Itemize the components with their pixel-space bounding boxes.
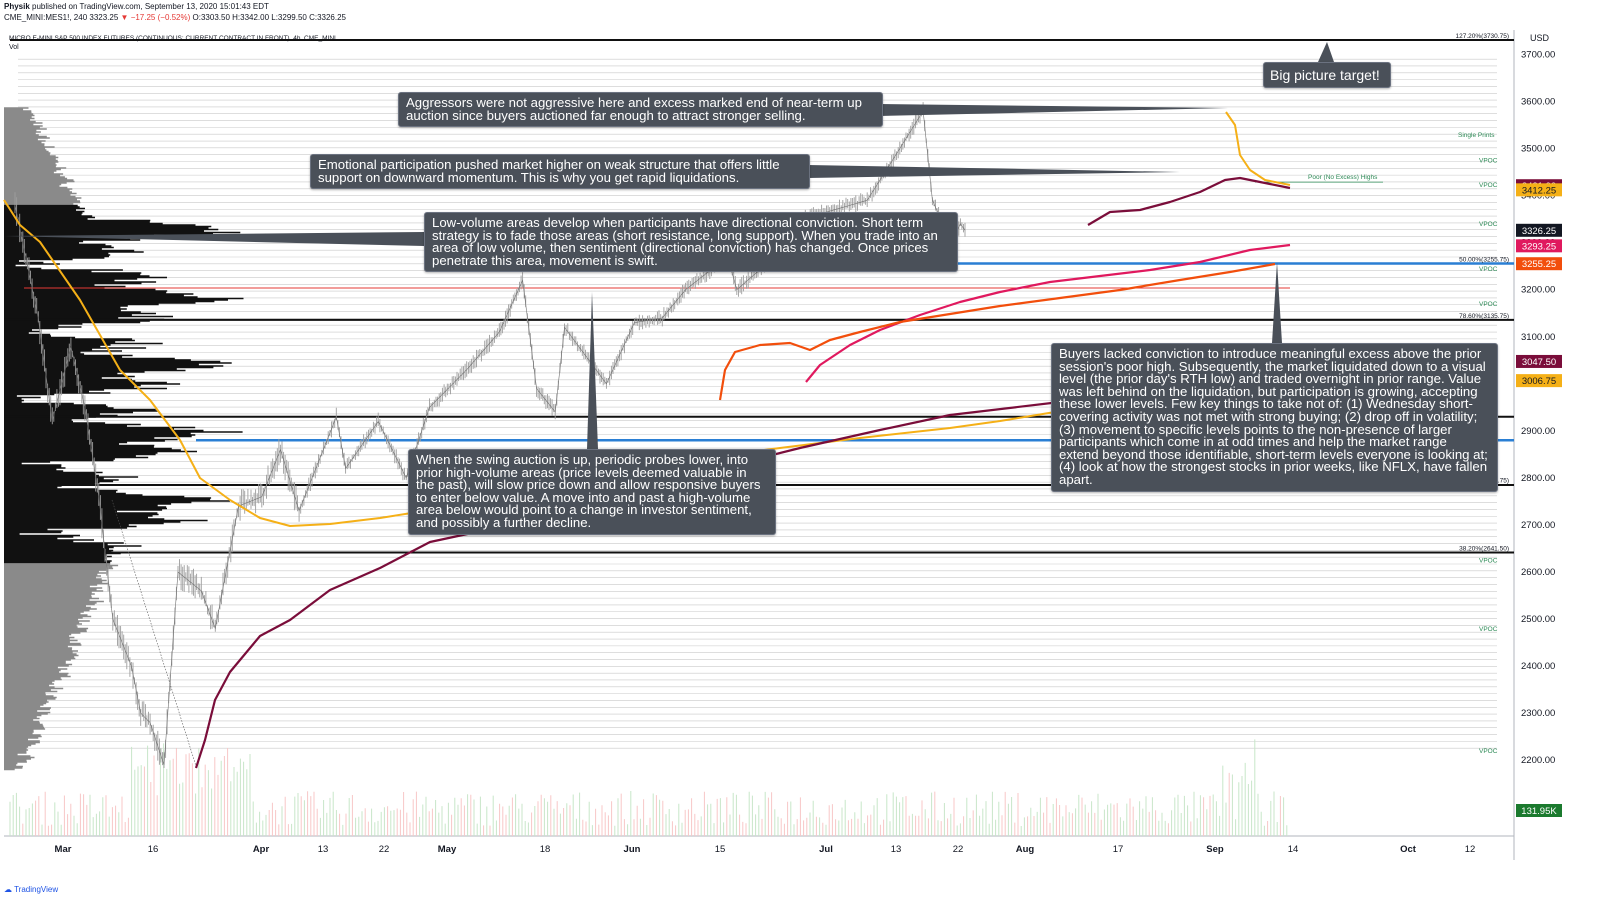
x-tick-label: 12 bbox=[1465, 844, 1476, 855]
y-tick-label: 2600.00 bbox=[1521, 567, 1555, 578]
y-tick-label: 2500.00 bbox=[1521, 614, 1555, 625]
published-info: published on TradingView.com, September … bbox=[32, 2, 269, 11]
fib-level-label: 38.20%(2641.50) bbox=[1459, 545, 1509, 552]
level-annotation: VPOC bbox=[1479, 748, 1498, 755]
x-tick-label: Jul bbox=[819, 844, 833, 855]
y-tick-label: 2300.00 bbox=[1521, 708, 1555, 719]
x-tick-label: 14 bbox=[1288, 844, 1299, 855]
y-tick-label: 3600.00 bbox=[1521, 97, 1555, 108]
fib-level-label: 127.20%(3730.75) bbox=[1456, 33, 1510, 40]
vwap-orange-line bbox=[3, 199, 1056, 527]
price-axis-label-bg bbox=[1516, 374, 1562, 388]
level-annotation: Single Prints bbox=[1458, 132, 1495, 139]
footer-brand[interactable]: ☁ TradingView bbox=[4, 885, 58, 894]
level-annotation: VPOC bbox=[1479, 626, 1498, 633]
x-tick-label: Mar bbox=[55, 844, 72, 855]
volume-axis-label: 131.95K bbox=[1521, 806, 1557, 817]
price-axis-label: 3326.25 bbox=[1522, 226, 1556, 237]
x-tick-label: 22 bbox=[953, 844, 964, 855]
x-tick-label: 13 bbox=[891, 844, 902, 855]
currency-label: USD bbox=[1530, 33, 1550, 43]
ticker-label: CME_MINI:MES1!, 240 bbox=[4, 13, 88, 22]
volume-axis-label-bg bbox=[1516, 804, 1562, 817]
level-annotation: VPOC bbox=[1479, 158, 1498, 165]
footer-brand-label: TradingView bbox=[14, 885, 59, 894]
volume-profile-grey bbox=[4, 107, 119, 771]
note-big-picture: Big picture target! bbox=[1263, 62, 1391, 88]
volume-bars-down bbox=[22, 748, 1281, 836]
level-annotation: VPOC bbox=[1479, 558, 1498, 565]
vwap-orange-recent bbox=[1225, 111, 1291, 186]
down-arrow-icon: ▼ bbox=[120, 13, 129, 22]
x-tick-label: Sep bbox=[1206, 844, 1224, 855]
callout-pointer-aggressors bbox=[880, 104, 1228, 116]
volume-profile-black bbox=[4, 204, 244, 564]
vwap-red-line bbox=[718, 262, 1276, 401]
y-tick-label: 2400.00 bbox=[1521, 661, 1555, 672]
price-axis-label-bg bbox=[1516, 183, 1562, 197]
price-change: −17.25 (−0.52%) bbox=[130, 13, 191, 22]
price-axis-label-bg bbox=[1516, 257, 1562, 271]
author-name[interactable]: Physik bbox=[4, 2, 30, 11]
crash-trendline bbox=[111, 499, 197, 767]
fib-level-label: 50.00%(3255.75) bbox=[1459, 256, 1509, 263]
x-tick-label: 13 bbox=[318, 844, 329, 855]
vwap-maroon-recent bbox=[1087, 176, 1291, 226]
x-tick-label: 22 bbox=[379, 844, 390, 855]
callout-pointer-big-picture bbox=[1318, 42, 1334, 62]
chart-title: MICRO E-MINI S&P 500 INDEX FUTURES (CONT… bbox=[9, 35, 336, 42]
x-tick-label: Jun bbox=[624, 844, 641, 855]
x-tick-label: 15 bbox=[715, 844, 726, 855]
callout-pointer-low-volume bbox=[4, 232, 424, 246]
level-annotation: VPOC bbox=[1479, 266, 1498, 273]
y-tick-label: 2900.00 bbox=[1521, 426, 1555, 437]
y-tick-label: 3100.00 bbox=[1521, 332, 1555, 343]
y-tick-label: 2700.00 bbox=[1521, 520, 1555, 531]
volume-bars-up bbox=[9, 739, 1288, 836]
price-axis-label-bg bbox=[1516, 223, 1562, 237]
x-tick-label: May bbox=[438, 844, 457, 855]
last-price: 3323.25 bbox=[89, 13, 119, 22]
y-tick-label: 3700.00 bbox=[1521, 49, 1555, 60]
price-axis-label: 3293.25 bbox=[1522, 241, 1556, 252]
price-axis-label: 3255.25 bbox=[1522, 259, 1556, 270]
callout-pointer-swing-auction bbox=[587, 292, 598, 449]
y-tick-label: 3200.00 bbox=[1521, 285, 1555, 296]
level-annotation: VPOC bbox=[1479, 182, 1498, 189]
note-emotional: Emotional participation pushed market hi… bbox=[310, 154, 810, 190]
volume-pane-label: Vol bbox=[9, 44, 19, 51]
header-line-1: Physik published on TradingView.com, Sep… bbox=[4, 2, 269, 11]
tradingview-logo-icon: ☁ bbox=[4, 885, 12, 894]
ohlc-values: O:3303.50 H:3342.00 L:3299.50 C:3326.25 bbox=[192, 13, 346, 22]
y-tick-label: 2200.00 bbox=[1521, 755, 1555, 766]
note-aggressors: Aggressors were not aggressive here and … bbox=[398, 92, 883, 128]
price-axis-label: 3006.75 bbox=[1522, 376, 1556, 387]
note-buyers-lacked: Buyers lacked conviction to introduce me… bbox=[1051, 343, 1498, 492]
x-tick-label: 16 bbox=[148, 844, 159, 855]
level-annotation: VPOC bbox=[1479, 221, 1498, 228]
y-tick-label: 2800.00 bbox=[1521, 473, 1555, 484]
vwap-pink-line bbox=[805, 243, 1291, 383]
vwap-maroon-line bbox=[194, 400, 1061, 769]
x-tick-label: 17 bbox=[1113, 844, 1124, 855]
header-line-2: CME_MINI:MES1!, 240 3323.25 ▼ −17.25 (−0… bbox=[4, 13, 346, 22]
price-axis-label-bg bbox=[1516, 239, 1562, 253]
callout-pointer-buyers-lacked bbox=[1272, 262, 1282, 343]
price-axis-label: 3047.50 bbox=[1522, 357, 1556, 368]
level-annotation: Poor (No Excess) Highs bbox=[1308, 174, 1378, 181]
x-tick-label: Oct bbox=[1400, 844, 1417, 855]
price-axis-label: 3412.25 bbox=[1522, 185, 1556, 196]
note-low-volume: Low-volume areas develop when participan… bbox=[424, 212, 958, 273]
x-tick-label: 18 bbox=[540, 844, 551, 855]
callout-pointer-emotional bbox=[808, 165, 1180, 178]
fib-level-label: 78.60%(3135.75) bbox=[1459, 313, 1509, 320]
x-tick-label: Aug bbox=[1016, 844, 1035, 855]
price-axis-label-bg bbox=[1516, 354, 1562, 368]
level-annotation: VPOC bbox=[1479, 301, 1498, 308]
note-swing-auction: When the swing auction is up, periodic p… bbox=[408, 449, 776, 535]
y-tick-label: 3500.00 bbox=[1521, 144, 1555, 155]
x-tick-label: Apr bbox=[253, 844, 270, 855]
